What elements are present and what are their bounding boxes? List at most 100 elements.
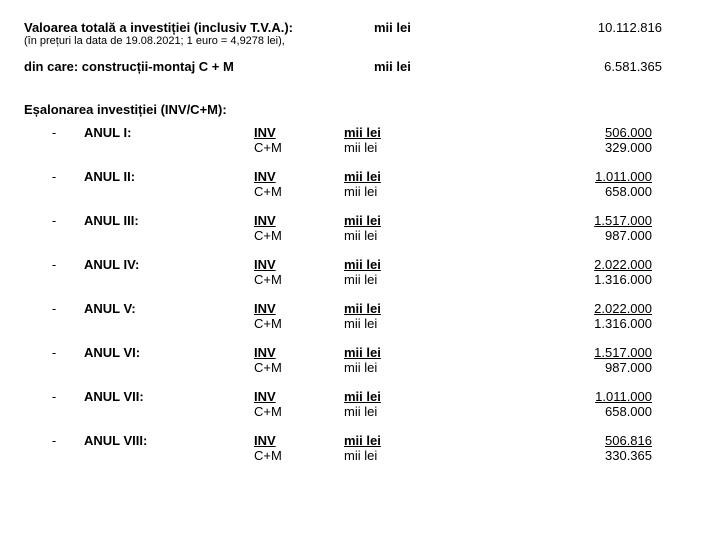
year-block: -ANUL II:INVmii lei1.011.000C+Mmii lei65… (24, 169, 682, 199)
year-name: ANUL VI: (84, 345, 254, 360)
cm-label: C+M (254, 140, 344, 155)
inv-unit: mii lei (344, 213, 464, 228)
inv-unit: mii lei (344, 345, 464, 360)
inv-label: INV (254, 433, 344, 448)
cm-label: C+M (254, 272, 344, 287)
bullet: - (24, 257, 84, 272)
cm-value: 987.000 (464, 228, 682, 243)
cm-label: C+M (254, 448, 344, 463)
cm-label: C+M (254, 228, 344, 243)
cm-unit: mii lei (374, 59, 494, 74)
inv-label: INV (254, 257, 344, 272)
year-name: ANUL VII: (84, 389, 254, 404)
year-row-cm: C+Mmii lei987.000 (24, 228, 682, 243)
cm-value: 658.000 (464, 404, 682, 419)
year-name: ANUL VIII: (84, 433, 254, 448)
cm-value: 987.000 (464, 360, 682, 375)
year-block: -ANUL IV:INVmii lei2.022.000C+Mmii lei1.… (24, 257, 682, 287)
inv-label: INV (254, 345, 344, 360)
inv-value: 506.000 (464, 125, 682, 140)
cm-amount: 6.581.365 (494, 59, 682, 74)
year-name: ANUL V: (84, 301, 254, 316)
inv-value: 1.517.000 (464, 213, 682, 228)
inv-unit: mii lei (344, 389, 464, 404)
cm-label: C+M (254, 404, 344, 419)
cm-unit: mii lei (344, 404, 464, 419)
bullet: - (24, 345, 84, 360)
bullet: - (24, 389, 84, 404)
year-block: -ANUL VII:INVmii lei1.011.000C+Mmii lei6… (24, 389, 682, 419)
cm-value: 330.365 (464, 448, 682, 463)
bullet: - (24, 125, 84, 140)
bullet: - (24, 301, 84, 316)
year-block: -ANUL III:INVmii lei1.517.000C+Mmii lei9… (24, 213, 682, 243)
year-block: -ANUL I:INVmii lei506.000C+Mmii lei329.0… (24, 125, 682, 155)
year-row-inv: -ANUL VII:INVmii lei1.011.000 (24, 389, 682, 404)
inv-value: 2.022.000 (464, 301, 682, 316)
year-block: -ANUL VI:INVmii lei1.517.000C+Mmii lei98… (24, 345, 682, 375)
year-name: ANUL I: (84, 125, 254, 140)
cm-value: 329.000 (464, 140, 682, 155)
year-name: ANUL III: (84, 213, 254, 228)
cm-unit: mii lei (344, 316, 464, 331)
year-row-inv: -ANUL V:INVmii lei2.022.000 (24, 301, 682, 316)
inv-label: INV (254, 213, 344, 228)
year-row-cm: C+Mmii lei330.365 (24, 448, 682, 463)
total-value-amount: 10.112.816 (494, 20, 682, 35)
inv-label: INV (254, 301, 344, 316)
total-value-label: Valoarea totală a investiției (inclusiv … (24, 20, 374, 35)
inv-label: INV (254, 389, 344, 404)
year-row-inv: -ANUL IV:INVmii lei2.022.000 (24, 257, 682, 272)
year-row-cm: C+Mmii lei658.000 (24, 184, 682, 199)
cm-unit: mii lei (344, 448, 464, 463)
year-row-inv: -ANUL II:INVmii lei1.011.000 (24, 169, 682, 184)
inv-value: 2.022.000 (464, 257, 682, 272)
year-row-cm: C+Mmii lei329.000 (24, 140, 682, 155)
inv-value: 1.011.000 (464, 389, 682, 404)
bullet: - (24, 433, 84, 448)
cm-label: C+M (254, 184, 344, 199)
total-value-row: Valoarea totală a investiției (inclusiv … (24, 20, 682, 47)
inv-label: INV (254, 169, 344, 184)
year-block: -ANUL V:INVmii lei2.022.000C+Mmii lei1.3… (24, 301, 682, 331)
total-value-note: (în prețuri la data de 19.08.2021; 1 eur… (24, 35, 374, 47)
year-name: ANUL II: (84, 169, 254, 184)
inv-unit: mii lei (344, 125, 464, 140)
schedule-title: Eșalonarea investiției (INV/C+M): (24, 102, 682, 117)
inv-value: 1.011.000 (464, 169, 682, 184)
total-value-unit: mii lei (374, 20, 494, 35)
year-row-inv: -ANUL VIII:INVmii lei506.816 (24, 433, 682, 448)
year-row-cm: C+Mmii lei1.316.000 (24, 316, 682, 331)
cm-unit: mii lei (344, 360, 464, 375)
cm-value: 1.316.000 (464, 272, 682, 287)
cm-unit: mii lei (344, 272, 464, 287)
inv-unit: mii lei (344, 169, 464, 184)
cm-label: C+M (254, 316, 344, 331)
year-row-inv: -ANUL I:INVmii lei506.000 (24, 125, 682, 140)
year-row-cm: C+Mmii lei987.000 (24, 360, 682, 375)
cm-unit: mii lei (344, 140, 464, 155)
bullet: - (24, 169, 84, 184)
year-row-inv: -ANUL III:INVmii lei1.517.000 (24, 213, 682, 228)
year-row-inv: -ANUL VI:INVmii lei1.517.000 (24, 345, 682, 360)
year-row-cm: C+Mmii lei1.316.000 (24, 272, 682, 287)
cm-value: 1.316.000 (464, 316, 682, 331)
cm-label: C+M (254, 360, 344, 375)
cm-unit: mii lei (344, 184, 464, 199)
years-container: -ANUL I:INVmii lei506.000C+Mmii lei329.0… (24, 125, 682, 463)
year-row-cm: C+Mmii lei658.000 (24, 404, 682, 419)
cm-label: din care: construcții-montaj C + M (24, 59, 374, 74)
inv-unit: mii lei (344, 257, 464, 272)
cm-value: 658.000 (464, 184, 682, 199)
inv-unit: mii lei (344, 433, 464, 448)
bullet: - (24, 213, 84, 228)
cm-unit: mii lei (344, 228, 464, 243)
cm-row: din care: construcții-montaj C + M mii l… (24, 59, 682, 74)
year-block: -ANUL VIII:INVmii lei506.816C+Mmii lei33… (24, 433, 682, 463)
inv-unit: mii lei (344, 301, 464, 316)
inv-value: 1.517.000 (464, 345, 682, 360)
inv-value: 506.816 (464, 433, 682, 448)
year-name: ANUL IV: (84, 257, 254, 272)
total-value-label-block: Valoarea totală a investiției (inclusiv … (24, 20, 374, 47)
inv-label: INV (254, 125, 344, 140)
